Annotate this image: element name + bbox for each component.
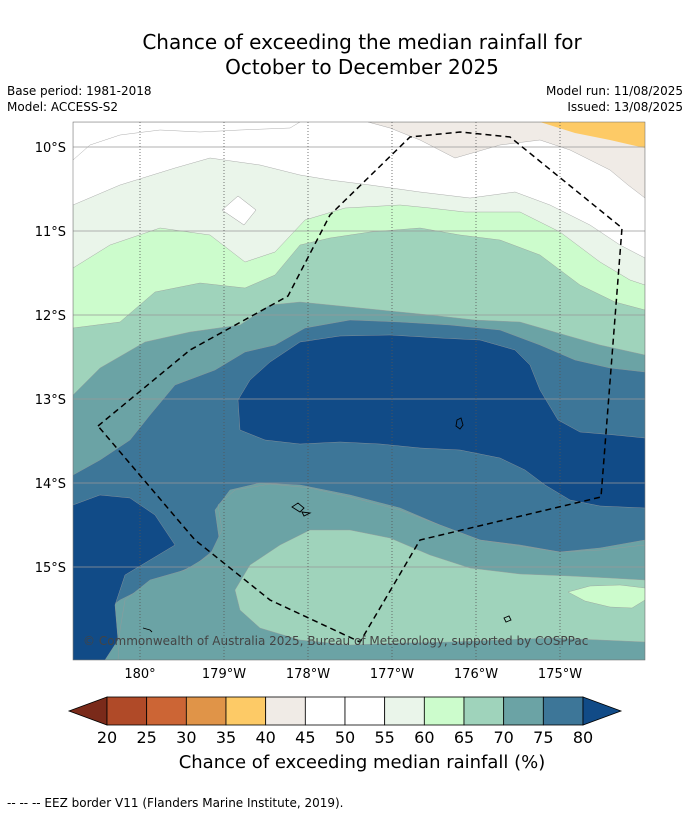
run-info: Model run: 11/08/2025 Issued: 13/08/2025 xyxy=(546,83,683,115)
colorbar-tick-label: 80 xyxy=(573,728,593,747)
title-line-2: October to December 2025 xyxy=(225,55,499,79)
region-above-80-southwest xyxy=(73,494,176,660)
lat-label: 15°S xyxy=(35,561,66,576)
model-info: Base period: 1981-2018 Model: ACCESS-S2 xyxy=(7,83,152,115)
colorbar-tick-label: 35 xyxy=(216,728,236,747)
lat-label: 14°S xyxy=(35,477,66,492)
colorbar-segment xyxy=(185,696,227,726)
longitude-labels: 180° 179°W 178°W 177°W 176°W 175°W xyxy=(124,667,582,682)
colorbar-tick-label: 65 xyxy=(454,728,474,747)
colorbar-extend-high xyxy=(582,696,623,726)
lat-label: 13°S xyxy=(35,393,66,408)
colorbar-segment xyxy=(146,696,187,726)
colorbar-segment xyxy=(304,696,346,726)
colorbar-segment xyxy=(463,696,505,726)
colorbar-segment xyxy=(542,696,584,726)
eez-border xyxy=(96,131,623,643)
title-line-1: Chance of exceeding the median rainfall … xyxy=(142,30,582,54)
lat-label: 11°S xyxy=(35,225,66,240)
lon-label: 179°W xyxy=(202,667,246,682)
island-group-central xyxy=(291,502,312,517)
base-period: Base period: 1981-2018 xyxy=(7,84,152,98)
colorbar-tick-label: 55 xyxy=(374,728,394,747)
eez-footnote: -- -- -- EEZ border V11 (Flanders Marine… xyxy=(7,796,344,810)
colorbar-tick-label: 45 xyxy=(295,728,315,747)
colorbar-tick-label: 75 xyxy=(533,728,553,747)
colorbar-segment xyxy=(344,696,386,726)
colorbar-label: Chance of exceeding median rainfall (%) xyxy=(178,752,546,773)
lon-label: 176°W xyxy=(454,667,498,682)
map-title: Chance of exceeding the median rainfall … xyxy=(0,30,690,80)
colorbar-tick-label: 70 xyxy=(493,728,513,747)
colorbar-tick-label: 25 xyxy=(136,728,156,747)
colorbar-tick-label: 30 xyxy=(176,728,196,747)
lat-label: 12°S xyxy=(35,309,66,324)
colorbar-extend-low xyxy=(67,696,108,726)
issued-date: Issued: 13/08/2025 xyxy=(567,100,683,114)
island-southwest xyxy=(142,627,153,633)
island-east xyxy=(455,417,464,430)
lat-label: 10°S xyxy=(35,141,66,156)
map-frame xyxy=(72,121,646,661)
latitude-labels: 10°S 11°S 12°S 13°S 14°S 15°S xyxy=(35,141,66,576)
colorbar-tick-label: 60 xyxy=(414,728,434,747)
region-65-70-south xyxy=(234,529,645,646)
colorbar-segment xyxy=(503,696,544,726)
rainfall-probability-map: © Commonwealth of Australia 2025, Bureau… xyxy=(73,122,645,660)
colorbar-segment xyxy=(106,696,148,726)
colorbar-segment xyxy=(423,696,465,726)
region-35-40 xyxy=(540,122,645,148)
island-south xyxy=(503,615,512,623)
lon-label: 177°W xyxy=(370,667,414,682)
colorbar: 20 25 30 35 40 45 50 55 60 65 70 75 80 xyxy=(67,696,623,747)
colorbar-segment xyxy=(225,696,267,726)
region-50-55-patch xyxy=(221,195,257,226)
colorbar-tick-label: 50 xyxy=(335,728,355,747)
lon-label: 180° xyxy=(124,667,155,682)
lon-label: 175°W xyxy=(538,667,582,682)
copyright-notice: © Commonwealth of Australia 2025, Bureau… xyxy=(83,634,588,648)
region-60-65-south xyxy=(567,584,645,609)
colorbar-tick-label: 20 xyxy=(97,728,117,747)
model-run-date: Model run: 11/08/2025 xyxy=(545,84,683,98)
region-top-left-white xyxy=(73,122,301,161)
model-name: Model: ACCESS-S2 xyxy=(7,100,119,114)
colorbar-tick-label: 40 xyxy=(255,728,275,747)
region-above-80-central xyxy=(237,334,645,509)
latitude-gridlines xyxy=(73,146,645,568)
colorbar-segment xyxy=(265,696,306,726)
lon-label: 178°W xyxy=(286,667,330,682)
region-40-45 xyxy=(367,122,645,199)
colorbar-segment xyxy=(384,696,425,726)
